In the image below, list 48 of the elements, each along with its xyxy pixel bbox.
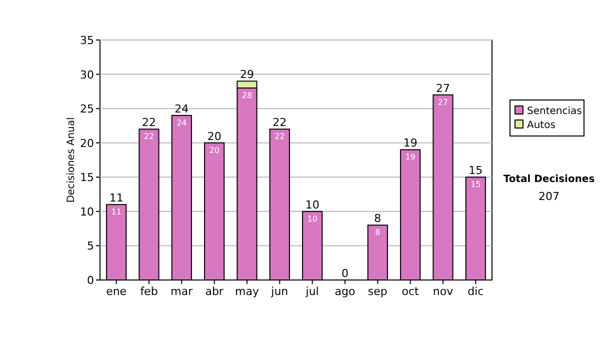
x-tick-label: jun (270, 285, 288, 298)
total-label: 15 (468, 164, 483, 178)
x-tick-label: may (235, 285, 260, 298)
data-label: 24 (176, 118, 187, 128)
total-label: 27 (436, 82, 450, 95)
y-tick-label: 15 (80, 171, 94, 184)
total-label: 0 (342, 267, 348, 280)
data-label: 15 (470, 180, 481, 190)
total-label: 22 (142, 116, 156, 130)
total-label: 20 (207, 130, 222, 143)
data-label: 10 (307, 214, 318, 224)
legend-label: Autos (527, 120, 556, 131)
data-label: 19 (405, 152, 416, 162)
x-tick-label: abr (205, 285, 224, 298)
x-tick-label: sep (368, 285, 388, 298)
y-tick-label: 10 (80, 205, 94, 218)
data-label: 22 (144, 132, 154, 142)
x-tick-label: ene (106, 285, 127, 298)
y-tick-label: 30 (80, 68, 94, 82)
y-tick-label: 25 (80, 102, 94, 116)
total-label: 11 (109, 192, 124, 205)
data-label: 28 (242, 91, 252, 100)
x-tick-label: jul (304, 285, 319, 298)
total-label: 24 (174, 102, 189, 116)
y-tick-label: 0 (87, 274, 94, 287)
x-tick-label: oct (402, 285, 420, 298)
y-tick-label: 35 (80, 34, 94, 47)
total-label: 29 (240, 68, 254, 82)
y-tick-label: 5 (87, 240, 94, 253)
data-label: 22 (274, 132, 285, 142)
y-axis-title: Decisiones Anual (66, 117, 77, 203)
data-label: 8 (375, 228, 380, 238)
x-tick-label: dic (468, 285, 484, 298)
legend-label: Sentencias (527, 106, 582, 117)
y-tick-label: 20 (80, 136, 94, 150)
x-tick-label: ago (334, 285, 356, 298)
total-label: 8 (374, 212, 382, 226)
x-tick-label: mar (170, 285, 194, 298)
total-label: 19 (403, 136, 418, 150)
data-label: 20 (209, 146, 220, 155)
total-label: 10 (305, 198, 320, 212)
data-label: 11 (111, 208, 122, 217)
x-tick-label: feb (140, 285, 158, 298)
data-label: 27 (438, 98, 448, 107)
text: Total Decisiones (503, 174, 595, 185)
x-tick-label: nov (432, 285, 454, 298)
total-label: 22 (272, 116, 287, 130)
text: 207 (538, 190, 560, 203)
